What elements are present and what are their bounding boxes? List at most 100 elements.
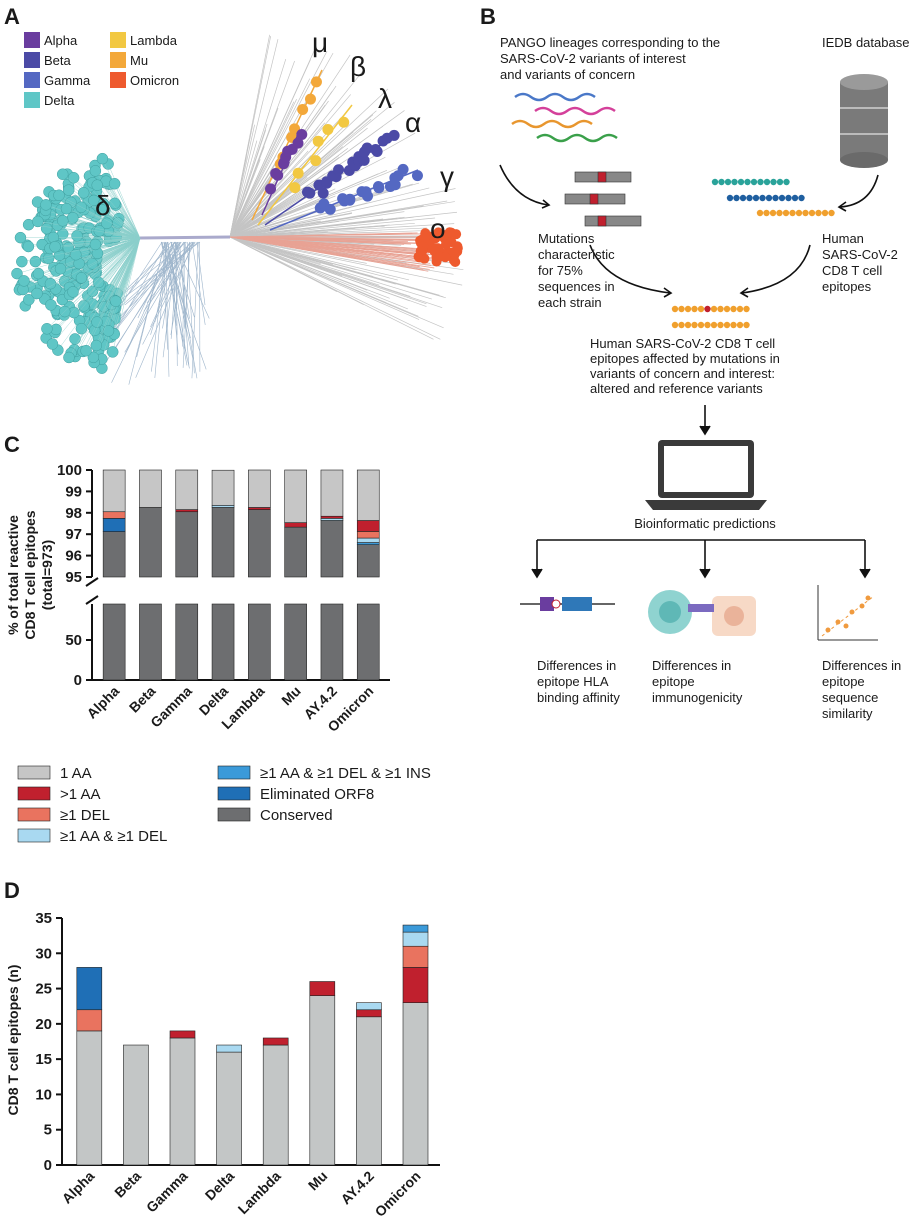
tree-branch xyxy=(229,232,418,238)
clade-label: μ xyxy=(312,27,328,58)
tree-branch xyxy=(55,237,141,330)
tree-branch xyxy=(114,203,141,239)
bead xyxy=(763,178,771,186)
epitopes-text: SARS-CoV-2 xyxy=(822,247,898,262)
peptide-icon xyxy=(564,171,642,227)
tree-branch xyxy=(172,241,198,379)
tree-branch xyxy=(53,237,141,239)
tree-branch xyxy=(115,237,141,302)
affected-text: Human SARS-CoV-2 CD8 T cell xyxy=(590,336,775,351)
legend-swatch xyxy=(217,786,251,801)
tree-tip xyxy=(32,215,44,228)
tree-tip xyxy=(322,123,334,135)
tree-branch xyxy=(96,237,141,323)
tree-tip xyxy=(419,232,430,243)
tree-tip xyxy=(96,204,108,216)
tree-tip xyxy=(31,287,43,300)
tree-branch xyxy=(229,236,432,300)
tree-tip xyxy=(62,184,75,196)
legend-swatch xyxy=(17,765,51,780)
tree-branch xyxy=(167,241,188,360)
legend-swatch xyxy=(110,32,126,48)
bar-segment xyxy=(248,603,271,681)
tree-tip xyxy=(11,267,23,280)
database-icon xyxy=(840,74,888,168)
bead xyxy=(704,321,711,329)
tree-branch xyxy=(229,129,267,238)
tree-tip xyxy=(89,238,102,251)
bead xyxy=(697,305,705,313)
bar-segment xyxy=(356,537,380,543)
panel-label: C xyxy=(4,432,20,457)
mutations-text: for 75% xyxy=(538,263,583,278)
tree-branch xyxy=(135,241,194,378)
bead xyxy=(697,321,705,329)
bar-segment xyxy=(102,469,126,513)
tree-tip xyxy=(60,202,73,215)
bar-segment xyxy=(320,518,344,521)
panel-c: C 0 50 95 96 97 98 99 100 % of total reactive CD8 … xyxy=(4,432,431,845)
bar-segment xyxy=(175,511,199,578)
bead xyxy=(671,305,679,313)
tree-tip xyxy=(91,179,103,191)
tree-tip xyxy=(14,231,27,244)
tree-tip xyxy=(77,187,90,199)
tree-branch xyxy=(229,183,316,238)
bar-segment xyxy=(248,469,271,508)
tree-branch xyxy=(229,236,427,305)
y-tick-label: 30 xyxy=(35,945,52,962)
tree-branch xyxy=(46,237,141,329)
bar-segment xyxy=(248,507,271,510)
tree-branch xyxy=(167,241,194,360)
tree-tip xyxy=(80,344,92,357)
bead xyxy=(723,321,731,329)
tree-branch xyxy=(111,237,141,305)
tree-branch xyxy=(229,152,315,238)
bar-segment xyxy=(356,542,380,545)
tree-branch xyxy=(186,241,195,374)
tree-branch xyxy=(229,236,319,282)
bar-segment xyxy=(216,1044,242,1053)
tree-tip xyxy=(67,212,79,224)
legend-swatch xyxy=(217,807,251,822)
bead xyxy=(759,194,766,202)
bar-segment xyxy=(309,995,336,1166)
tree-branch xyxy=(37,221,141,239)
bar-segment xyxy=(284,469,307,523)
legend-label: Alpha xyxy=(44,33,78,48)
tree-branch xyxy=(85,237,141,351)
tree-tip xyxy=(109,197,121,210)
x-tick-label: Beta xyxy=(126,683,159,716)
tree-branch xyxy=(107,163,141,239)
bar-segment xyxy=(139,507,162,578)
bead xyxy=(691,321,698,329)
mutations-text: characteristic xyxy=(538,247,615,262)
panel-label: D xyxy=(4,878,20,903)
bead xyxy=(744,178,751,186)
tree-branch xyxy=(229,196,330,238)
bead xyxy=(737,178,745,186)
tree-branch xyxy=(117,241,196,319)
tree-tip xyxy=(96,152,109,165)
tree-branch xyxy=(58,195,141,239)
bead xyxy=(684,321,692,329)
tree-branch xyxy=(113,241,201,305)
tree-branch xyxy=(229,173,379,238)
panel-label: B xyxy=(480,4,496,29)
tree-branch xyxy=(229,236,408,310)
tree-branch xyxy=(229,159,261,238)
tree-branch xyxy=(229,236,430,270)
bar-segment xyxy=(320,469,344,517)
tree-branch xyxy=(229,78,311,238)
tree-tip xyxy=(324,203,336,215)
tree-branch xyxy=(97,237,141,254)
epitopes-text: CD8 T cell xyxy=(822,263,882,278)
tree-tip xyxy=(397,163,409,175)
tree-branch xyxy=(196,241,206,306)
tree-tip xyxy=(440,252,451,263)
legend-label: >1 AA xyxy=(60,786,100,803)
tree-branch xyxy=(191,241,206,325)
bar-segment xyxy=(76,1030,103,1166)
